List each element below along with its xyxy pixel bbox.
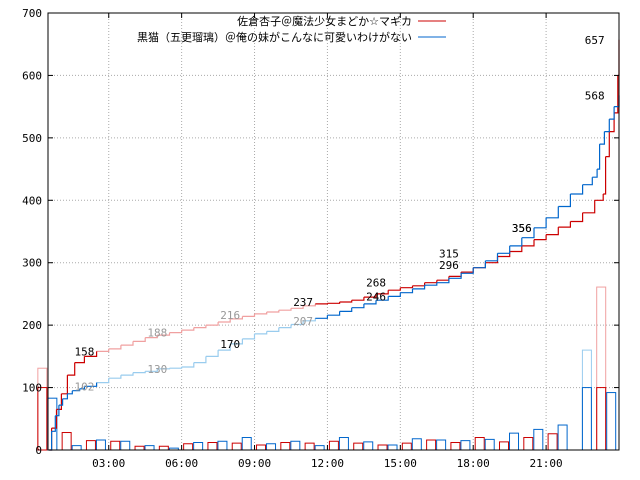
value-annotation: 158 (75, 345, 95, 358)
cumulative-line (49, 95, 620, 451)
hourly-bar (183, 443, 194, 451)
hourly-bar (426, 439, 437, 451)
cumulative-line (49, 39, 620, 451)
hourly-bar (217, 440, 228, 451)
hourly-bar (158, 445, 169, 451)
hourly-bar (110, 440, 121, 451)
value-annotation: 356 (512, 222, 532, 235)
value-annotation: 216 (220, 309, 240, 322)
plot-frame (47, 12, 620, 451)
hourly-bar (523, 437, 534, 451)
hourly-bar (547, 433, 558, 451)
hourly-bar (304, 442, 315, 451)
x-tick-label: 21:00 (530, 457, 563, 470)
hourly-bar (37, 367, 48, 451)
y-tick-label: 600 (22, 69, 42, 82)
hourly-bar (533, 428, 544, 451)
value-annotation: 207 (293, 315, 313, 328)
x-tick-label: 18:00 (457, 457, 490, 470)
value-annotation: 130 (147, 363, 167, 376)
hourly-bar (207, 442, 218, 451)
x-tick-label: 09:00 (238, 457, 271, 470)
x-tick-label: 03:00 (92, 457, 125, 470)
value-annotation: 102 (75, 380, 95, 393)
hourly-bar (61, 432, 72, 451)
hourly-bar (474, 437, 485, 451)
hourly-bar-lower (581, 387, 592, 451)
hourly-bars (37, 286, 617, 451)
y-tick-label: 200 (22, 319, 42, 332)
value-annotation: 246 (366, 290, 386, 303)
hourly-bar (134, 445, 145, 451)
y-tick-label: 300 (22, 257, 42, 270)
hourly-bar (499, 441, 510, 451)
hourly-bar (144, 445, 155, 451)
value-annotation: 657 (585, 34, 605, 47)
hourly-bar (314, 445, 325, 451)
hourly-bar (71, 445, 82, 451)
hourly-bar-lower (596, 387, 607, 451)
value-annotation: 356 (512, 222, 532, 235)
hourly-bar (596, 286, 607, 451)
x-tick-label: 15:00 (384, 457, 417, 470)
hourly-bar (484, 438, 495, 451)
cumulative-lines (49, 39, 620, 451)
hourly-bar (241, 437, 252, 451)
value-annotation: 315 (439, 247, 459, 260)
value-annotation: 296 (439, 259, 459, 272)
hourly-bar (353, 442, 364, 451)
value-annotations: 158 188 216 237 268 315 356 657 102 130 170 207 246 2… (75, 34, 605, 393)
legend-label-kyoko: 佐倉杏子＠魔法少女まどか☆マギカ (237, 14, 412, 28)
x-axis: 03:00 06:00 09:00 12:00 15:00 18:00 21:00 (92, 13, 563, 470)
hourly-bar (290, 440, 301, 451)
value-annotation: 568 (585, 89, 605, 102)
legend: 佐倉杏子＠魔法少女まどか☆マギカ 黒猫（五更瑠璃）＠俺の妹がこんなに可愛いわけが… (137, 14, 446, 44)
hourly-bar (581, 349, 592, 451)
hourly-bar (231, 442, 242, 451)
hourly-bar (338, 437, 349, 451)
hourly-bar (557, 424, 568, 451)
hourly-bar (387, 444, 398, 451)
value-annotation: 268 (366, 277, 386, 290)
value-annotation: 237 (293, 296, 313, 309)
hourly-bar (120, 440, 131, 451)
hourly-bar (411, 438, 422, 451)
hourly-bar (401, 442, 412, 451)
legend-label-kuroneko: 黒猫（五更瑠璃）＠俺の妹がこんなに可愛いわけがない (137, 30, 412, 44)
y-tick-label: 100 (22, 382, 42, 395)
hourly-bar (436, 439, 447, 451)
hourly-bar (328, 440, 339, 451)
value-annotation: 170 (220, 338, 240, 351)
y-tick-label: 0 (35, 444, 42, 457)
x-tick-label: 06:00 (165, 457, 198, 470)
y-tick-label: 400 (22, 194, 42, 207)
value-annotation: 188 (147, 327, 167, 340)
hourly-bar-lower (37, 387, 48, 451)
hourly-bar (509, 432, 520, 451)
y-tick-label: 500 (22, 132, 42, 145)
hourly-bar (256, 444, 267, 451)
hourly-bar (450, 442, 461, 451)
hourly-bar (85, 440, 96, 451)
cumulative-line-light (96, 318, 316, 384)
x-tick-label: 12:00 (311, 457, 344, 470)
hourly-bar (606, 392, 617, 451)
hourly-bar (193, 442, 204, 451)
hourly-bar (266, 443, 277, 451)
y-axis: 0 100 200 300 400 500 600 700 (22, 7, 619, 457)
hourly-bar (95, 439, 106, 451)
hourly-bar (377, 444, 388, 451)
y-tick-label: 700 (22, 7, 42, 20)
cumulative-line-light (96, 303, 316, 352)
grid-lines (48, 13, 619, 450)
hourly-bar (460, 440, 471, 451)
hourly-bar (363, 441, 374, 451)
hourly-bar (280, 442, 291, 451)
